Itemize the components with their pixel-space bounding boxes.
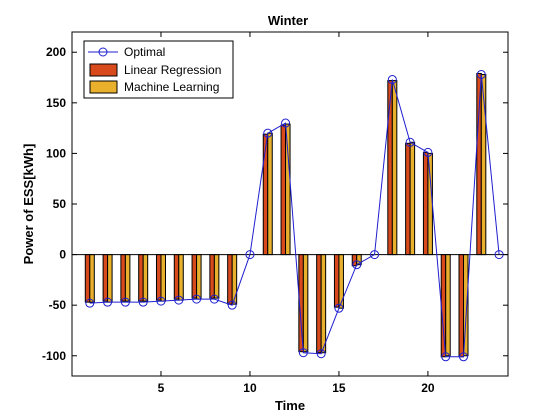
bar-linear-regression — [316, 254, 322, 354]
optimal-marker — [281, 118, 291, 128]
bar-linear-regression — [333, 254, 340, 308]
optimal-marker — [103, 297, 113, 307]
bar-machine-learning — [107, 254, 113, 303]
optimal-marker — [405, 137, 415, 147]
legend-label-optimal: Optimal — [124, 45, 165, 59]
optimal-marker — [120, 297, 130, 307]
bar-machine-learning — [231, 254, 238, 305]
bar-machine-learning — [89, 254, 95, 303]
optimal-marker — [174, 295, 184, 305]
bar-linear-regression — [458, 254, 465, 358]
legend-label-linear-regression: Linear Regression — [124, 63, 221, 77]
optimal-marker — [370, 250, 380, 260]
bar-machine-learning — [160, 254, 166, 302]
optimal-marker — [352, 260, 362, 270]
bar-machine-learning — [320, 254, 327, 354]
y-tick-label: -100 — [42, 349, 66, 363]
x-tick-label: 15 — [332, 381, 346, 395]
optimal-marker — [423, 147, 433, 157]
legend: Optimal Linear Regression Machine Learni… — [83, 40, 234, 99]
y-axis-title: Power of ESS[kWh] — [21, 144, 36, 265]
y-axis: -100 -50 0 50 100 150 200 — [42, 45, 508, 363]
legend-label-machine-learning: Machine Learning — [124, 80, 219, 94]
bar-linear-regression — [155, 254, 162, 301]
optimal-marker — [387, 75, 397, 85]
bar-linear-regression — [280, 124, 287, 256]
y-tick-label: 50 — [53, 197, 67, 211]
bar-machine-learning — [124, 254, 131, 302]
y-tick-label: 100 — [46, 146, 66, 160]
bar-linear-regression — [209, 254, 215, 299]
y-tick-label: -50 — [49, 298, 67, 312]
bar-linear-regression — [191, 254, 198, 299]
optimal-line — [89, 74, 500, 358]
bar-linear-regression — [84, 254, 91, 303]
y-tick-label: 200 — [46, 45, 66, 59]
optimal-marker — [476, 69, 486, 79]
legend-optimal-marker — [98, 47, 108, 57]
y-tick-label: 0 — [59, 248, 66, 262]
bar-linear-regression — [387, 80, 393, 256]
legend-swatch-linear-regression — [89, 63, 118, 77]
optimal-layer — [85, 69, 504, 362]
x-tick-label: 5 — [158, 381, 165, 395]
bar-linear-regression — [102, 254, 109, 302]
optimal-marker — [138, 297, 148, 307]
optimal-marker — [85, 298, 95, 308]
x-axis: 5 10 15 20 — [158, 32, 435, 395]
optimal-marker — [334, 303, 344, 313]
bar-machine-learning — [302, 254, 309, 353]
bar-machine-learning — [178, 254, 184, 301]
bar-linear-regression — [440, 254, 447, 358]
bar-linear-regression — [405, 142, 411, 256]
optimal-marker — [156, 296, 166, 306]
bar-machine-learning — [196, 254, 202, 300]
chart-title: Winter — [268, 13, 308, 28]
optimal-marker — [209, 294, 219, 304]
bar-linear-regression — [120, 254, 126, 302]
bar-linear-regression — [227, 254, 233, 305]
optimal-marker — [245, 250, 255, 260]
bar-machine-learning — [213, 254, 220, 299]
bar-linear-regression — [262, 133, 269, 256]
x-axis-title: Time — [275, 398, 305, 413]
optimal-marker — [192, 294, 202, 304]
legend-swatch-machine-learning — [89, 80, 118, 94]
optimal-marker — [316, 349, 326, 359]
bar-machine-learning — [142, 254, 149, 302]
bar-machine-learning — [409, 141, 416, 256]
x-tick-label: 20 — [421, 381, 435, 395]
bar-linear-regression — [173, 254, 180, 300]
bar-linear-regression — [422, 151, 429, 256]
bar-machine-learning — [285, 123, 291, 256]
optimal-marker — [227, 300, 237, 310]
bar-machine-learning — [267, 132, 273, 256]
bar-linear-regression — [476, 72, 482, 256]
optimal-marker — [263, 128, 273, 138]
bar-linear-regression — [138, 254, 144, 302]
x-tick-label: 10 — [243, 381, 257, 395]
y-tick-label: 150 — [46, 96, 66, 110]
optimal-marker — [459, 352, 469, 362]
bar-machine-learning — [445, 254, 451, 357]
bar-machine-learning — [427, 152, 433, 256]
optimal-marker — [298, 348, 308, 358]
optimal-marker — [441, 352, 451, 362]
bar-machine-learning — [391, 80, 398, 256]
